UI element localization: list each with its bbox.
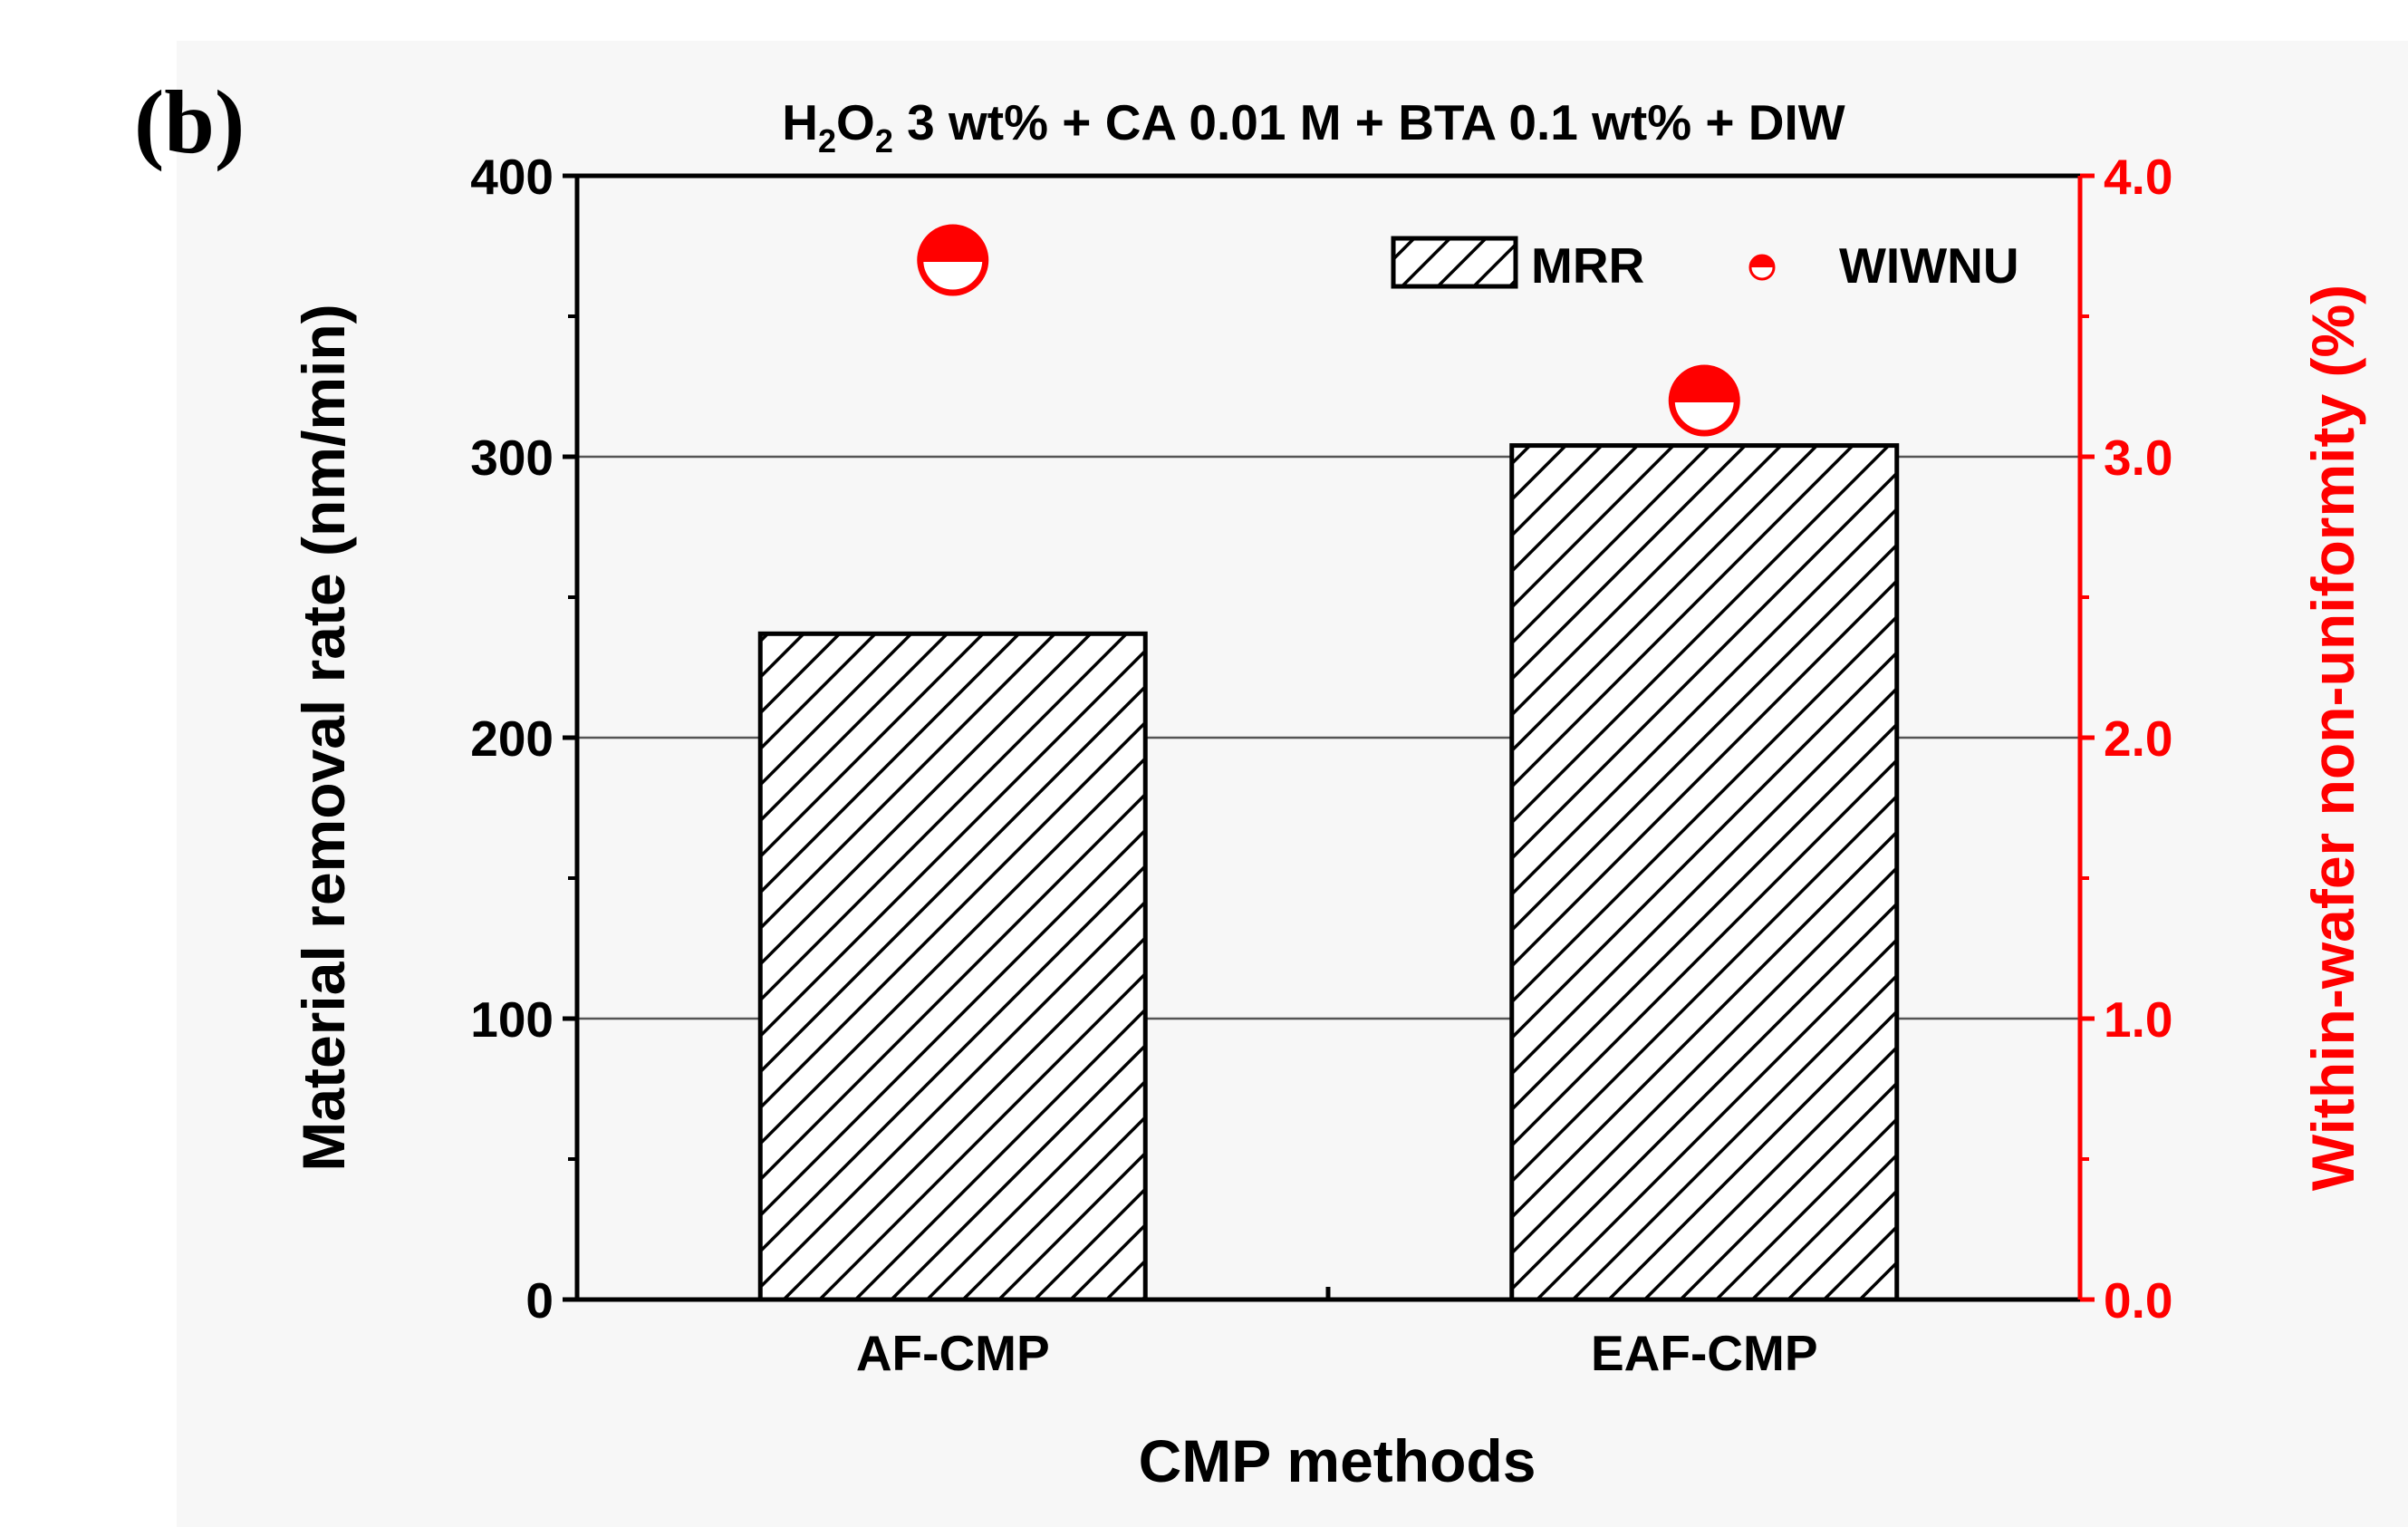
legend-label-mrr: MRR [1531,237,1644,294]
left-axis-tick-label: 0 [525,1272,554,1329]
plot-area: 0 100 200 300 400 0.0 1.0 2.0 3.0 4.0 AF-CMP EAF-… [470,149,2172,1381]
right-axis-tick-label: 4.0 [2104,149,2172,205]
title-rest: 3 wt% + CA 0.01 M + BTA 0.1 wt% + DIW [893,94,1845,150]
left-axis-tick-label: 400 [470,149,554,205]
bar-eaf-cmp [1509,443,1900,1302]
title-sub2: 2 [875,122,893,159]
title-o: O [836,94,875,150]
marker-series [917,224,1740,437]
title-h: H [782,94,818,150]
y2-axis-label: Within-wafer non-uniformity (%) [2299,285,2366,1191]
left-axis-tick-label: 100 [470,991,554,1048]
chart-title: H2O2 3 wt% + CA 0.01 M + BTA 0.1 wt% + D… [782,94,1845,159]
legend: MRR WIWNU [1391,236,2019,294]
title-sub1: 2 [818,122,836,159]
y-axis-label: Material removal rate (nm/min) [290,304,357,1171]
left-axis-tick-label: 300 [470,430,554,486]
bar-series [757,443,1900,1302]
x-tick-label-eaf-cmp: EAF-CMP [1591,1325,1818,1381]
x-axis-label: CMP methods [1139,1427,1536,1494]
right-axis-tick-label: 3.0 [2104,430,2172,486]
right-axis-tick-label: 2.0 [2104,710,2172,767]
wiwnu-marker-eaf-cmp [1668,364,1740,437]
legend-label-wiwnu: WIWNU [1839,237,2019,294]
right-axis-tick-label: 1.0 [2104,991,2172,1048]
x-axis-tick-labels: AF-CMP EAF-CMP [856,1325,1818,1381]
left-axis-ticks: 0 100 200 300 400 [470,149,577,1329]
legend-swatch-mrr [1391,236,1518,289]
left-axis-tick-label: 200 [470,710,554,767]
panel-label: (b) [134,72,245,172]
bar-af-cmp [757,631,1148,1302]
x-tick-label-af-cmp: AF-CMP [856,1325,1050,1381]
right-axis-tick-label: 0.0 [2104,1272,2172,1329]
wiwnu-marker-af-cmp [917,224,989,296]
right-axis-ticks: 0.0 1.0 2.0 3.0 4.0 [2080,149,2172,1329]
legend-swatch-wiwnu [1748,254,1776,281]
